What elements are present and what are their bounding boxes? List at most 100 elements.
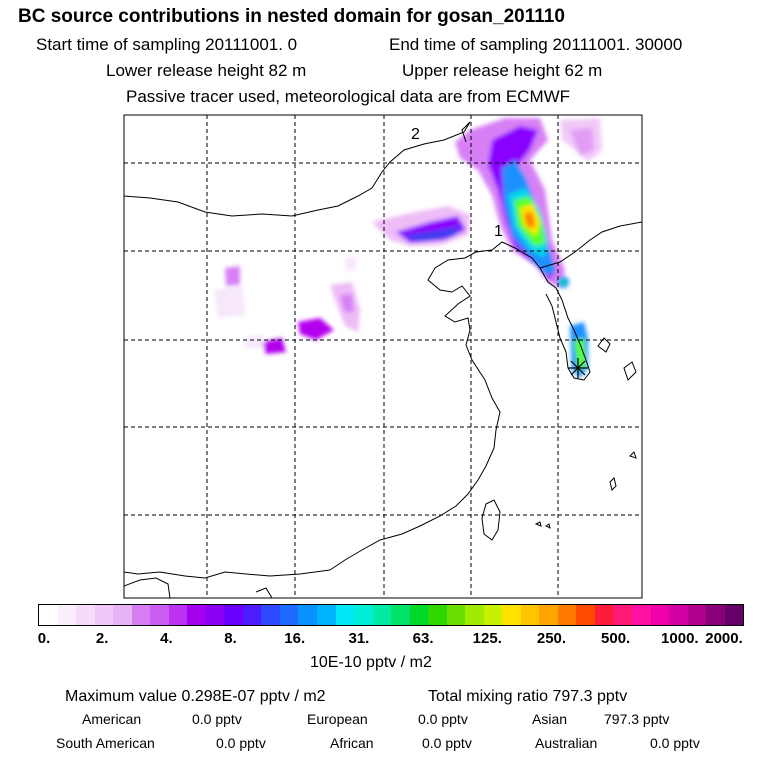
colorbar-segment: [372, 605, 392, 625]
colorbar-segment: [94, 605, 114, 625]
upper-release-height: Upper release height 62 m: [402, 61, 603, 80]
plume-patch-7: [244, 334, 264, 348]
region-name: Australian: [535, 735, 598, 751]
colorbar: [38, 604, 744, 626]
plume-korea-core: [560, 279, 566, 285]
plume-patch-2: [214, 286, 246, 318]
plume-patch-3b: [340, 294, 354, 312]
colorbar-segment: [131, 605, 151, 625]
colorbar-tick-label: 2000.: [705, 630, 743, 647]
coastlines: [124, 121, 642, 598]
plume-patch-5: [298, 318, 334, 340]
colorbar-segment: [279, 605, 299, 625]
coast-south-china: [124, 569, 331, 579]
colorbar-tick-label: 125.: [472, 630, 502, 647]
plume-ne-light: [570, 128, 594, 156]
region-name: South American: [56, 735, 155, 751]
colorbar-segment: [724, 605, 744, 625]
contour-label-1: 1: [494, 223, 503, 240]
colorbar-segment: [168, 605, 188, 625]
colorbar-tick-label: 8.: [224, 630, 237, 647]
border-mongolia: [124, 121, 471, 217]
colorbar-segment: [224, 605, 243, 625]
colorbar-tick-label: 16.: [284, 630, 306, 647]
region-value: 0.0 pptv: [216, 735, 266, 751]
plume-main-orange: [524, 212, 535, 228]
colorbar-segment: [557, 605, 577, 625]
colorbar-segment: [316, 605, 336, 625]
colorbar-segment: [576, 605, 595, 625]
total-mixing-ratio: Total mixing ratio 797.3 pptv: [428, 688, 628, 705]
colorbar-segment: [687, 605, 707, 625]
colorbar-segment: [57, 605, 77, 625]
colorbar-tick-label: 31.: [348, 630, 370, 647]
region-name: Asian: [532, 711, 568, 727]
region-value: 0.0 pptv: [650, 735, 700, 751]
border-korea-north: [539, 221, 642, 269]
colorbar-tick-label: 1000.: [661, 630, 699, 647]
colorbar-tick-label: 250.: [536, 630, 567, 647]
lower-release-height: Lower release height 82 m: [106, 61, 307, 80]
border-northeast: [461, 121, 471, 143]
colorbar-tick-label: 4.: [160, 630, 173, 647]
region-value: 0.0 pptv: [192, 711, 242, 727]
colorbar-segment: [354, 605, 373, 625]
colorbar-segment: [335, 605, 355, 625]
map-frame-bg: [124, 115, 642, 598]
colorbar-segment: [706, 605, 725, 625]
coast-taiwan: [481, 499, 501, 541]
coast-ryukyu-1: [629, 451, 637, 459]
coast-ryukyu-3: [534, 521, 542, 527]
colorbar-segment: [298, 605, 317, 625]
colorbar-segment: [113, 605, 132, 625]
colorbar-segment: [669, 605, 688, 625]
coast-bohai: [427, 241, 541, 346]
colorbar-segment: [150, 605, 169, 625]
plume-layer: [214, 118, 602, 378]
colorbar-segment: [632, 605, 651, 625]
colorbar-segment: [205, 605, 225, 625]
coast-ryukyu-4: [545, 523, 551, 529]
colorbar-segment: [613, 605, 632, 625]
coast-hainan: [255, 587, 273, 598]
colorbar-segment: [409, 605, 429, 625]
colorbar-segment: [39, 605, 58, 625]
map-grid: [124, 115, 642, 598]
plume-patch-1: [225, 266, 240, 286]
coast-east-china: [329, 344, 501, 571]
region-name: African: [330, 735, 374, 751]
region-value: 0.0 pptv: [418, 711, 468, 727]
colorbar-segment: [650, 605, 670, 625]
plume-patch-4: [345, 256, 356, 270]
end-sampling-time: End time of sampling 20111001. 30000: [389, 35, 683, 54]
map-frame-border: [123, 114, 643, 599]
coast-japan-2: [623, 361, 637, 381]
colorbar-segment: [465, 605, 484, 625]
region-value: 0.0 pptv: [422, 735, 472, 751]
coast-korea: [539, 267, 591, 381]
colorbar-segment: [261, 605, 280, 625]
colorbar-tick-label: 0.: [37, 630, 51, 647]
region-name: American: [82, 711, 142, 727]
contour-label-2: 2: [411, 126, 420, 143]
colorbar-segment: [187, 605, 206, 625]
colorbar-segment: [242, 605, 262, 625]
region-name: European: [307, 711, 368, 727]
colorbar-segment: [446, 605, 466, 625]
colorbar-tick-label: 2.: [95, 630, 109, 647]
colorbar-segment: [502, 605, 521, 625]
colorbar-segment: [428, 605, 447, 625]
plume-patch-6: [262, 338, 286, 354]
colorbar-segment: [391, 605, 410, 625]
coast-ryukyu-2: [609, 477, 617, 491]
colorbar-segment: [483, 605, 503, 625]
page-title: BC source contributions in nested domain…: [18, 6, 565, 27]
colorbar-segment: [594, 605, 614, 625]
coast-indochina: [124, 577, 171, 598]
colorbar-tick-label: 500.: [601, 630, 631, 647]
colorbar-segment: [520, 605, 540, 625]
plume-west-blue: [402, 226, 460, 242]
colorbar-tick-label: 63.: [412, 630, 434, 647]
colorbar-segment: [539, 605, 558, 625]
